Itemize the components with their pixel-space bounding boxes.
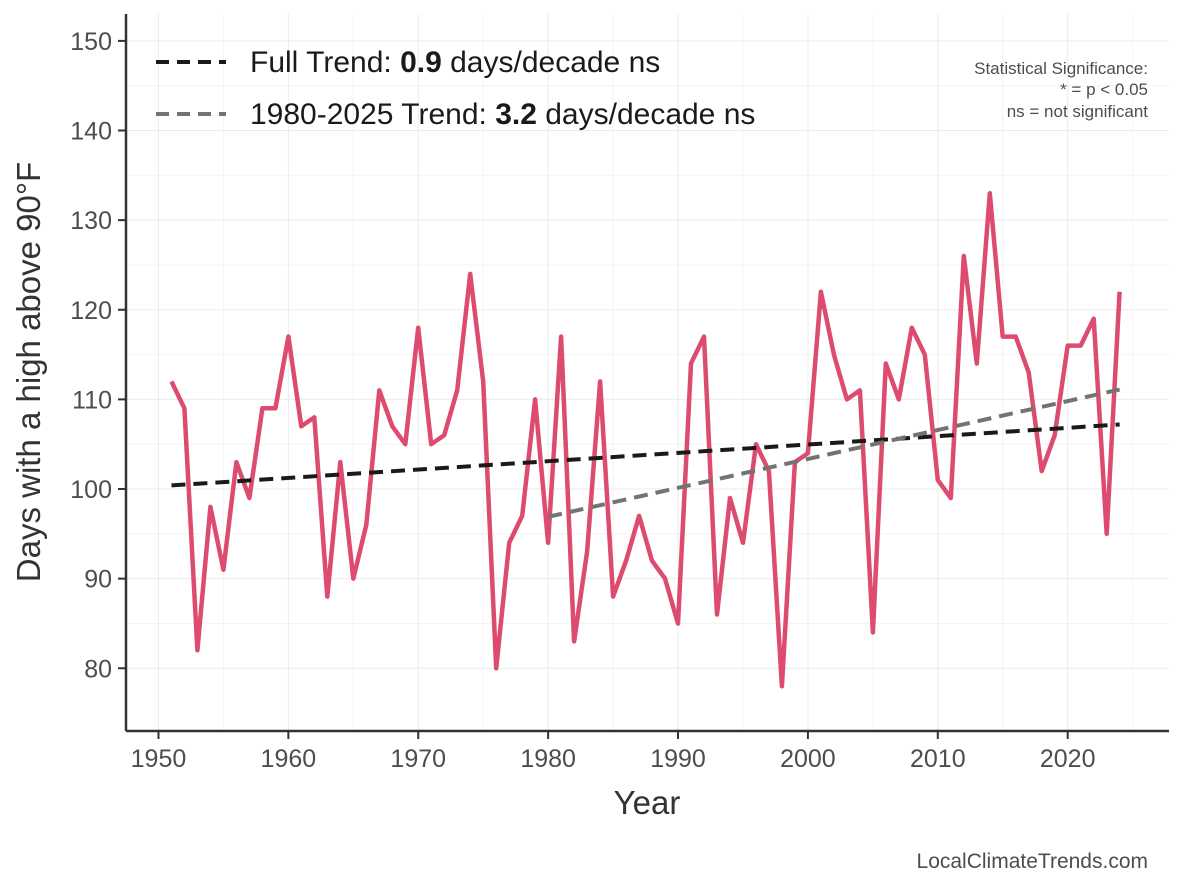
y-tick-label: 90 (84, 566, 112, 594)
x-tick-label: 1960 (261, 745, 317, 773)
full-trend-line (171, 422, 1120, 488)
recent-trend-line (547, 387, 1121, 519)
legend-recent-prefix: 1980-2025 Trend: (250, 98, 495, 131)
legend-label-full-trend: Full Trend: 0.9 days/decade ns (250, 46, 660, 79)
legend: Full Trend: 0.9 days/decade ns 1980-2025… (156, 46, 755, 131)
x-tick-label: 2010 (910, 745, 966, 773)
y-tick-label: 120 (70, 297, 112, 325)
y-axis-label: Days with a high above 90°F (10, 162, 47, 582)
y-tick-label: 110 (72, 386, 112, 414)
significance-note: Statistical Significance: * = p < 0.05 n… (974, 59, 1148, 121)
legend-full-prefix: Full Trend: (250, 46, 400, 79)
legend-recent-rate: 3.2 (495, 98, 537, 131)
y-tick-label: 150 (70, 28, 112, 56)
x-tick-label: 1950 (131, 745, 187, 773)
axes (124, 14, 1169, 733)
significance-line1: * = p < 0.05 (1060, 80, 1148, 99)
trend-layer (171, 387, 1121, 519)
x-tick-label: 1970 (390, 745, 446, 773)
x-tick-label: 2020 (1040, 745, 1096, 773)
legend-recent-suffix: days/decade ns (537, 98, 755, 131)
significance-line2: ns = not significant (1007, 102, 1149, 121)
series-line (169, 191, 1122, 689)
site-credit: LocalClimateTrends.com (916, 850, 1148, 873)
significance-title: Statistical Significance: (974, 59, 1148, 78)
x-tick-label: 1990 (650, 745, 706, 773)
legend-full-rate: 0.9 (400, 46, 442, 79)
series-layer (169, 191, 1122, 689)
ticks: 80 90 100 110 120 130 140 150 1950 1960 1970 1980 19… (70, 28, 1095, 773)
y-tick-label: 80 (84, 655, 112, 683)
x-tick-label: 1980 (520, 745, 576, 773)
x-tick-label: 2000 (780, 745, 836, 773)
grid (126, 14, 1169, 731)
x-axis-label: Year (614, 784, 681, 821)
y-tick-label: 140 (70, 118, 112, 146)
legend-full-suffix: days/decade ns (442, 46, 660, 79)
legend-label-recent-trend: 1980-2025 Trend: 3.2 days/decade ns (250, 98, 755, 131)
y-tick-label: 100 (70, 476, 112, 504)
y-tick-label: 130 (70, 207, 112, 235)
